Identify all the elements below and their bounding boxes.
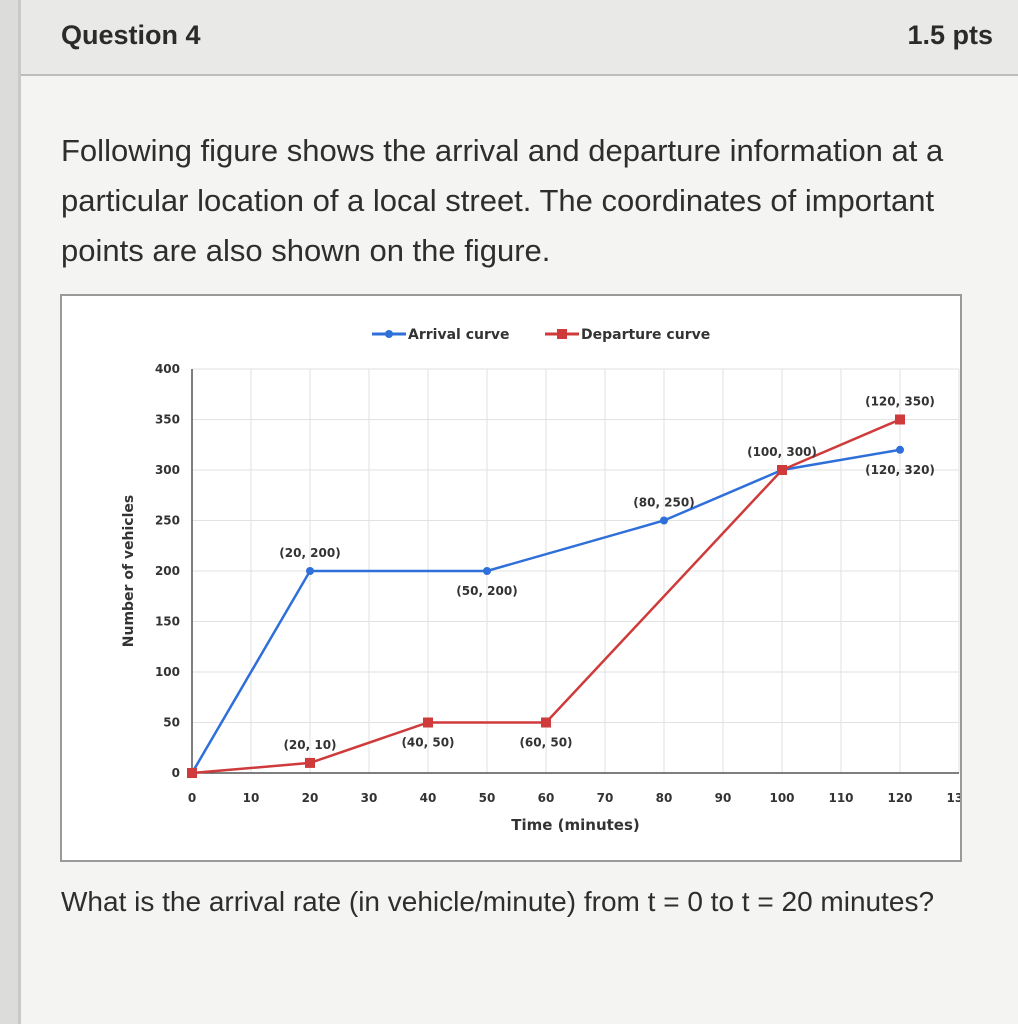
departure-point [187,768,197,778]
x-tick-label: 60 [538,791,555,805]
series-line-arrival [190,448,901,774]
x-tick-label: 120 [887,791,912,805]
y-tick-label: 150 [155,615,180,629]
arrival-point [896,445,904,454]
question-card: Question 4 1.5 pts Following figure show… [18,0,1018,1024]
y-tick-label: 200 [155,564,180,578]
y-tick-label: 50 [163,716,180,730]
point-annotation: (50, 200) [456,584,517,598]
y-tick-label: 0 [172,766,180,780]
legend-marker [385,330,393,338]
arrival-point [306,567,314,575]
legend-label: Arrival curve [408,327,509,343]
point-annotation: (100, 300) [747,445,817,459]
y-axis-label: Number of vehicles [121,495,137,647]
point-annotation: (120, 320) [865,463,935,477]
arrival-departure-chart: 0 10 20 30 40 50 60 70 80 90 100 110 120 130 0 50 100 150… [121,327,960,834]
x-tick-label: 80 [656,791,673,805]
x-tick-label: 100 [769,791,794,805]
x-axis-label: Time (minutes) [511,816,640,834]
y-tick-label: 400 [155,362,180,376]
question-prompt: What is the arrival rate (in vehicle/min… [61,886,935,917]
point-annotation: (20, 10) [283,738,336,752]
x-tick-label: 110 [828,791,853,805]
y-tick-label: 350 [155,413,180,427]
question-text: Following figure shows the arrival and d… [61,133,944,268]
x-tick-label: 10 [243,791,260,805]
x-tick-label: 30 [361,791,378,805]
y-tick-label: 250 [155,514,180,528]
x-tick-label: 40 [420,791,437,805]
departure-point [423,717,433,728]
question-title: Question 4 [61,20,201,50]
point-annotation: (60, 50) [519,736,572,750]
departure-point [541,717,551,728]
point-annotation: (120, 350) [865,395,935,409]
x-tick-label: 50 [479,791,496,805]
legend-marker [557,329,567,339]
x-tick-label: 20 [302,791,319,805]
chart-figure: 0 10 20 30 40 50 60 70 80 90 100 110 120 130 0 50 100 150… [60,294,962,862]
arrival-point [660,516,668,525]
arrival-point [483,567,491,575]
point-annotation: (80, 250) [633,496,694,510]
x-tick-label: 70 [597,791,614,805]
departure-point [777,465,787,475]
point-annotation: (40, 50) [401,736,454,750]
question-points: 1.5 pts [907,20,993,50]
point-annotation: (20, 200) [279,546,340,560]
series-line-departure [191,418,901,775]
y-tick-label: 300 [155,463,180,477]
question-header: Question 4 1.5 pts [21,0,1018,76]
x-tick-label: 90 [715,791,732,805]
legend-label: Departure curve [581,327,710,343]
departure-point [895,414,905,425]
x-tick-label: 0 [188,791,196,805]
x-tick-label: 130 [946,791,960,805]
y-tick-label: 100 [155,665,180,679]
departure-point [305,757,315,768]
